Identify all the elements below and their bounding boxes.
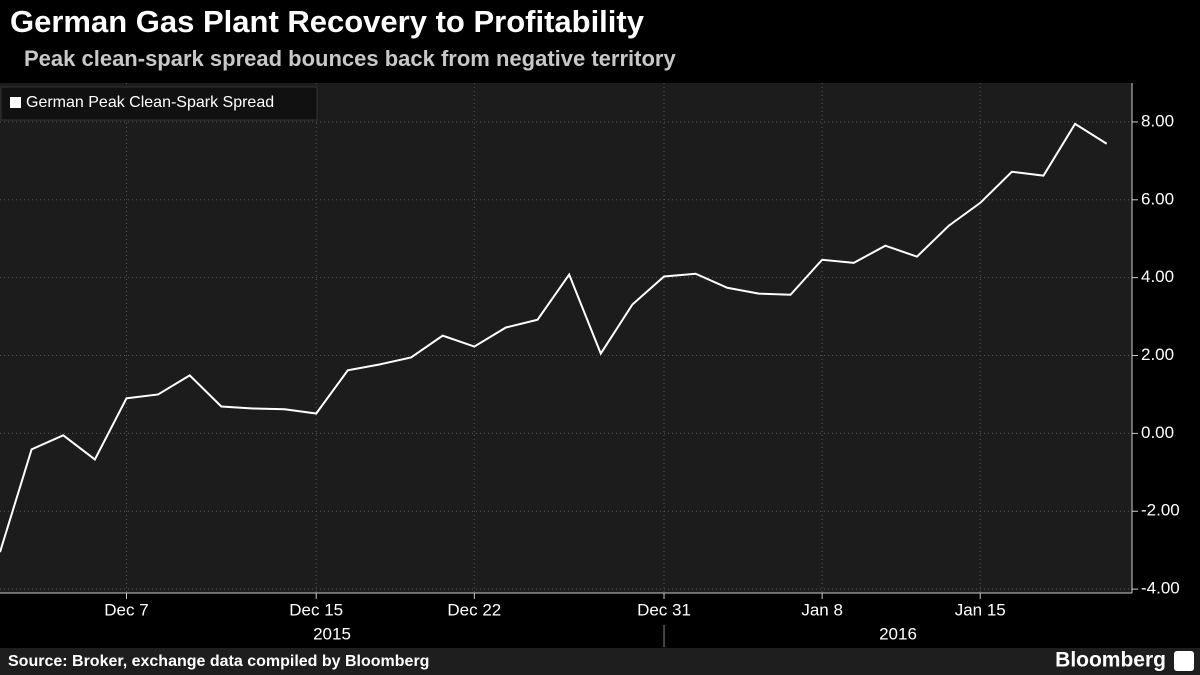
y-tick-label: 2.00 [1141,345,1174,364]
y-tick-label: -4.00 [1141,579,1180,598]
plot-area [0,83,1132,593]
x-tick-label: Dec 31 [637,600,691,619]
y-tick-label: 0.00 [1141,423,1174,442]
y-tick-label: -2.00 [1141,501,1180,520]
y-tick-label: 6.00 [1141,189,1174,208]
brand-icon [1174,651,1194,671]
x-tick-label: Jan 8 [801,600,843,619]
x-group-label: 2016 [879,624,917,643]
footer [0,648,1200,675]
chart-subtitle: Peak clean-spark spread bounces back fro… [24,46,676,71]
x-tick-label: Dec 7 [104,600,148,619]
legend-label: German Peak Clean-Spark Spread [26,94,274,111]
x-tick-label: Dec 15 [289,600,343,619]
y-tick-label: 4.00 [1141,267,1174,286]
brand: Bloomberg [1055,649,1166,672]
chart-title: German Gas Plant Recovery to Profitabili… [10,4,645,39]
x-group-label: 2015 [313,624,351,643]
x-tick-label: Jan 15 [955,600,1006,619]
legend-swatch [10,97,21,108]
x-tick-label: Dec 22 [447,600,501,619]
source: Source: Broker, exchange data compiled b… [8,653,429,670]
series-line [0,122,1108,553]
legend-box [0,86,318,121]
y-tick-label: 8.00 [1141,111,1174,130]
